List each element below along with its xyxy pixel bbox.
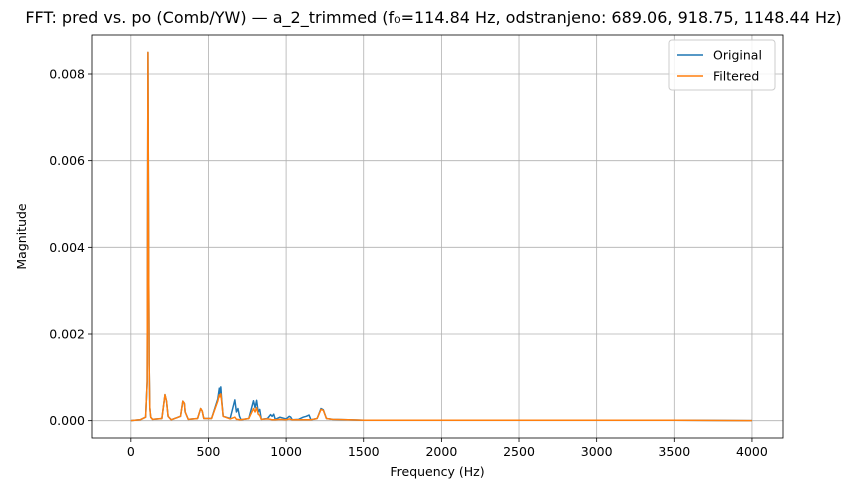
x-tick-label: 1500: [348, 444, 380, 459]
plot-frame: [91, 34, 784, 439]
series-line-filtered: [130, 51, 752, 422]
y-tick-label: 0.000: [49, 413, 85, 428]
grid: [92, 35, 783, 438]
x-tick-label: 3500: [658, 444, 690, 459]
ticks: 0 500 1000 1500 2000 2500 3000 3500 4000 0.000 0.0…: [49, 67, 768, 460]
x-tick-label: 1000: [270, 444, 302, 459]
y-tick-label: 0.008: [49, 67, 85, 82]
series-layer: [130, 51, 752, 422]
y-tick-label: 0.006: [49, 153, 85, 168]
x-tick-label: 0: [127, 444, 135, 459]
x-tick-label: 4000: [736, 444, 768, 459]
legend: Original Filtered: [668, 39, 776, 91]
y-axis-label: Magnitude: [14, 203, 29, 270]
x-tick-label: 500: [197, 444, 221, 459]
legend-label: Filtered: [713, 69, 759, 84]
x-axis-label: Frequency (Hz): [390, 464, 484, 479]
y-tick-label: 0.002: [49, 327, 85, 342]
chart-title: FFT: pred vs. po (Comb/YW) — a_2_trimmed…: [25, 8, 842, 27]
legend-box: [668, 39, 776, 91]
x-tick-label: 2500: [503, 444, 535, 459]
x-tick-label: 2000: [425, 444, 457, 459]
y-tick-label: 0.004: [49, 240, 85, 255]
legend-label: Original: [713, 48, 762, 63]
x-tick-label: 3000: [581, 444, 613, 459]
